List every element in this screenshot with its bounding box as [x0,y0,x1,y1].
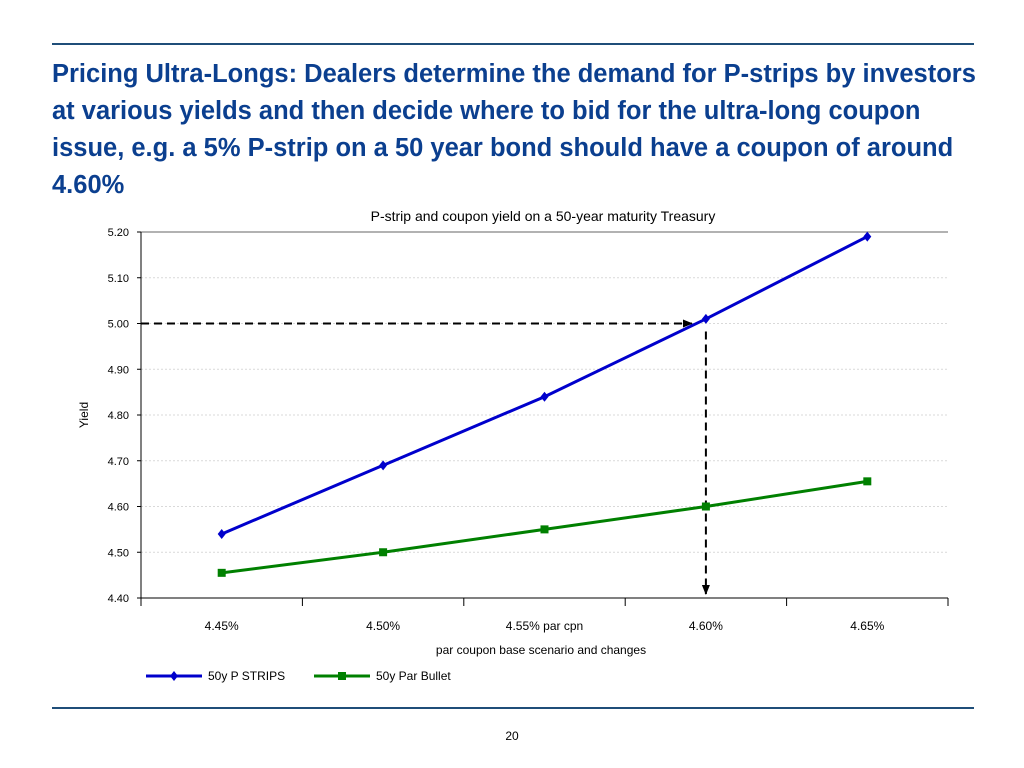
series-point-1 [540,525,549,534]
y-tick-label: 4.90 [108,364,129,376]
series-point-1 [863,477,872,486]
series-point-0 [540,391,549,402]
series-point-1 [379,548,388,557]
series-point-0 [217,528,226,539]
series-point-0 [379,460,388,471]
series-point-0 [701,313,710,324]
y-tick-label: 5.10 [108,273,129,285]
y-tick-label: 4.50 [108,547,129,559]
series-point-0 [863,231,872,242]
y-tick-label: 4.60 [108,502,129,514]
legend-marker-0 [170,671,178,681]
y-tick-label: 4.40 [108,593,129,605]
legend-label-1: 50y Par Bullet [376,669,451,683]
x-tick-label: 4.60% [689,619,723,633]
x-axis-label: par coupon base scenario and changes [436,643,646,657]
x-tick-label: 4.45% [205,619,239,633]
slide-title: Pricing Ultra-Longs: Dealers determine t… [52,56,982,204]
series-point-1 [701,502,710,511]
y-axis-label: Yield [77,402,91,428]
bottom-rule [52,707,974,709]
series-point-1 [217,568,226,577]
legend-label-0: 50y P STRIPS [208,669,285,683]
legend-marker-1 [338,672,346,680]
chart-title: P-strip and coupon yield on a 50-year ma… [371,208,716,224]
slide-title-lead: Pricing Ultra-Longs: [52,60,298,88]
y-tick-label: 4.80 [108,410,129,422]
series-line-0 [221,235,868,536]
slide-title-text: Dealers determine the demand for P-strip… [52,60,976,199]
x-tick-label: 4.55% par cpn [506,619,583,633]
y-tick-label: 5.20 [108,227,129,239]
page-number: 20 [505,729,519,743]
x-tick-label: 4.50% [366,619,400,633]
y-tick-label: 5.00 [108,319,129,331]
top-rule [52,43,974,45]
y-tick-label: 4.70 [108,456,129,468]
x-tick-label: 4.65% [850,619,884,633]
